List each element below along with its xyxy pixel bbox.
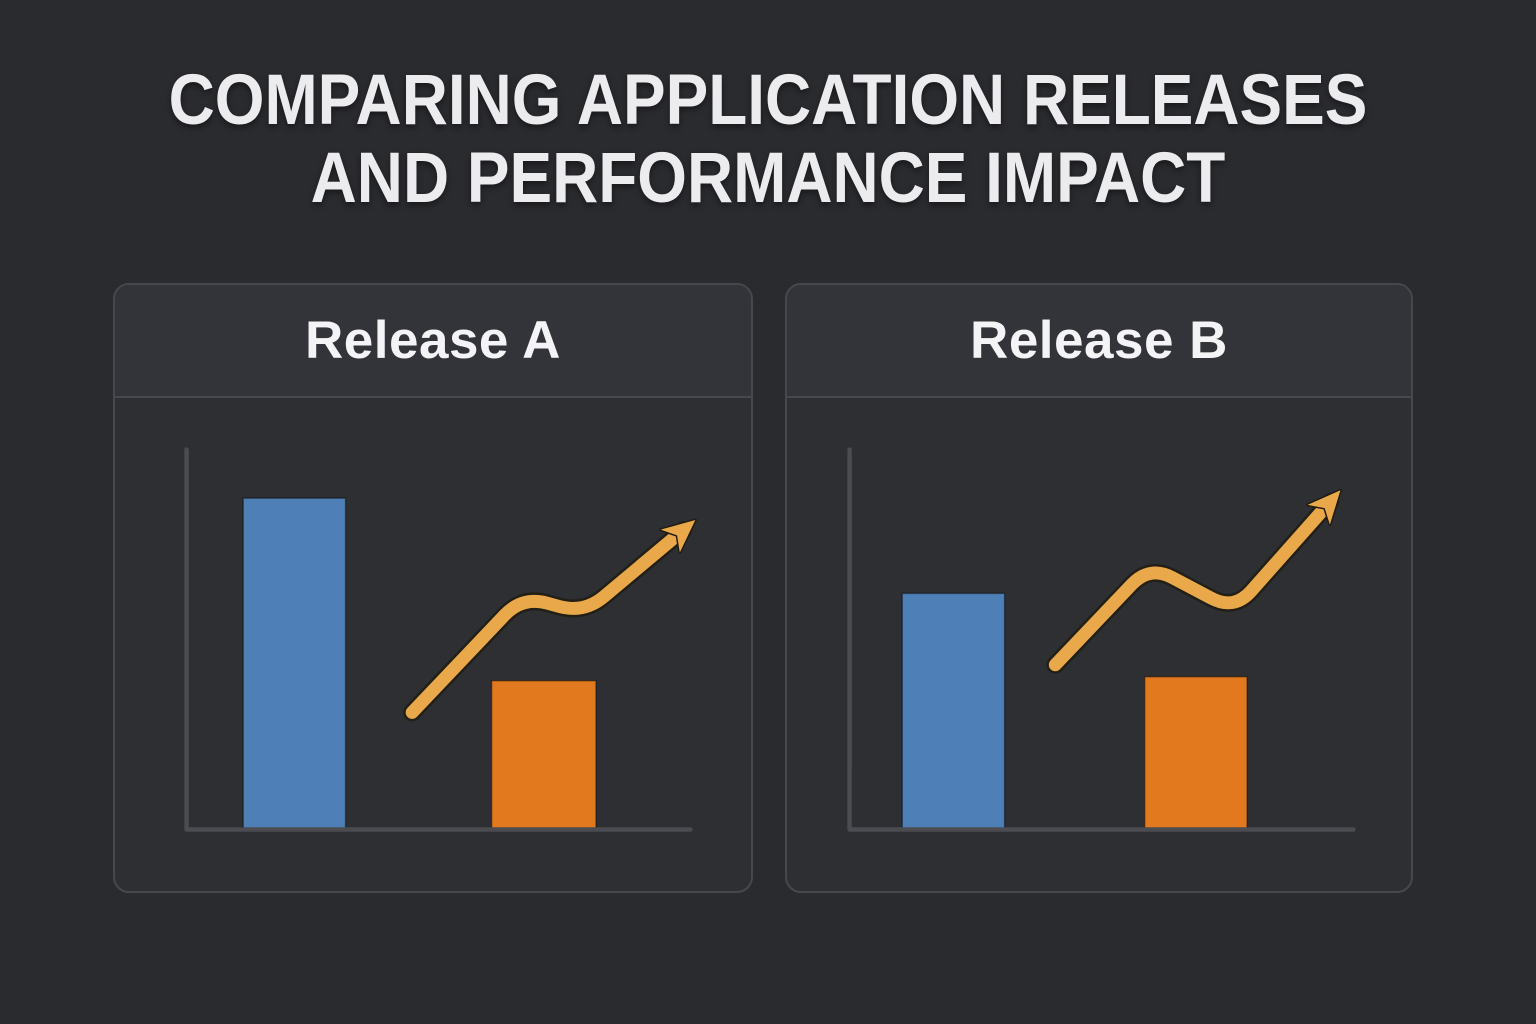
panel-release-b-title: Release B bbox=[970, 311, 1228, 370]
panel-release-a: Release A bbox=[113, 283, 753, 893]
release-b-bar-chart bbox=[847, 447, 1356, 832]
trend-arrow-icon bbox=[1046, 488, 1342, 674]
page-title-line-1: COMPARING APPLICATION RELEASES bbox=[168, 61, 1368, 140]
orange-bar bbox=[1143, 675, 1248, 830]
panel-release-a-chart-area bbox=[115, 398, 751, 891]
arrowhead-icon bbox=[1306, 488, 1342, 527]
blue-bar bbox=[242, 497, 347, 830]
release-a-bar-chart bbox=[184, 447, 697, 832]
chart-axes bbox=[184, 447, 693, 832]
panel-release-a-header: Release A bbox=[115, 285, 751, 398]
panel-release-a-title: Release A bbox=[305, 311, 561, 370]
orange-bar bbox=[490, 679, 597, 830]
arrowhead-icon bbox=[659, 518, 697, 554]
panel-release-b-chart-area bbox=[787, 398, 1411, 891]
blue-bar bbox=[901, 592, 1006, 830]
chart-axes bbox=[847, 447, 1356, 832]
trend-arrow-icon bbox=[403, 518, 697, 722]
panel-release-b: Release B bbox=[785, 283, 1413, 893]
page-title: COMPARING APPLICATION RELEASES AND PERFO… bbox=[77, 61, 1459, 219]
page-title-line-2: AND PERFORMANCE IMPACT bbox=[310, 139, 1226, 219]
panel-release-b-header: Release B bbox=[787, 285, 1411, 398]
